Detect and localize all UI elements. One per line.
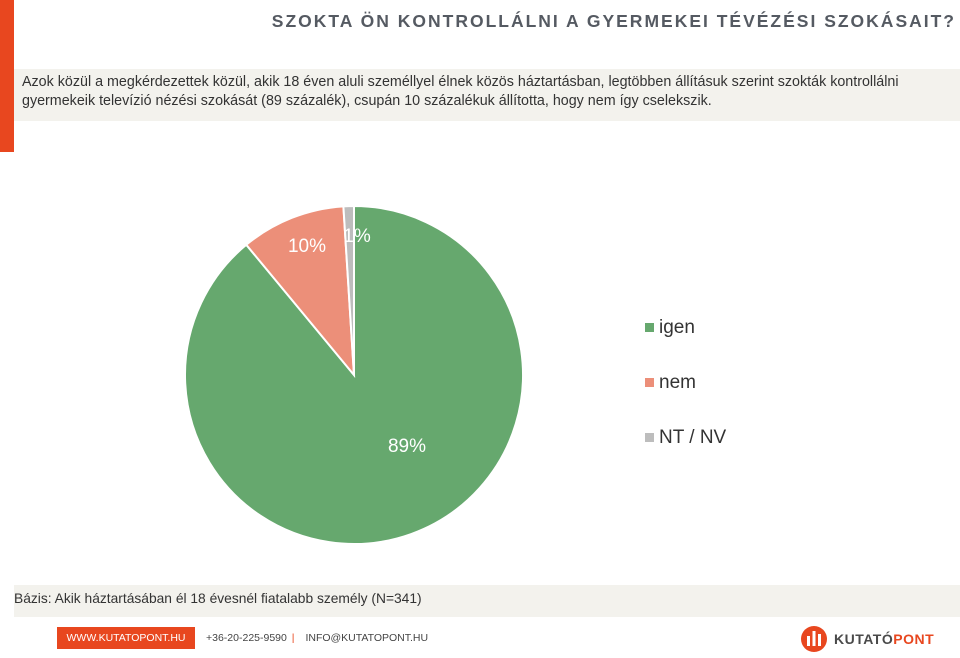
brand-name-part2: PONT [893,631,935,647]
page-title: SZOKTA ÖN KONTROLLÁLNI A GYERMEKEI TÉVÉZ… [271,11,956,31]
slice-value-label: 10% [288,236,326,257]
pie-slice-1 [184,204,524,545]
legend-swatch [645,378,654,387]
intro-text: Azok közül a megkérdezettek közül, akik … [14,69,960,121]
slice-value-label: 89% [388,436,426,457]
website-link[interactable]: WWW.KUTATOPONT.HU [57,627,195,649]
footer-contact: +36-20-225-9590 | INFO@KUTATOPONT.HU [206,627,428,649]
slice-value-label: 1% [343,226,371,247]
brand-name: KUTATÓPONT [834,631,934,647]
pie-slice-2 [244,205,356,379]
email-link[interactable]: INFO@KUTATOPONT.HU [305,632,429,644]
brand-logo: KUTATÓPONT [800,624,934,654]
pie-slices [184,204,524,545]
footer-separator: | [291,632,295,644]
logo-icon [801,626,827,652]
pie-slice-labels: 89% 10% 1% [288,226,426,457]
legend-label: igen [659,317,695,338]
chart-legend: igen nem NT / NV [645,317,727,448]
legend-label: NT / NV [659,427,727,448]
base-note: Bázis: Akik háztartásában él 18 évesnél … [14,585,960,617]
legend-label: nem [659,372,696,393]
accent-bar [0,0,14,152]
phone-number: +36-20-225-9590 [206,632,287,644]
brand-name-part1: KUTATÓ [834,631,894,647]
legend-swatch [645,323,654,332]
legend-swatch [645,433,654,442]
pie-slice-3 [342,204,355,376]
